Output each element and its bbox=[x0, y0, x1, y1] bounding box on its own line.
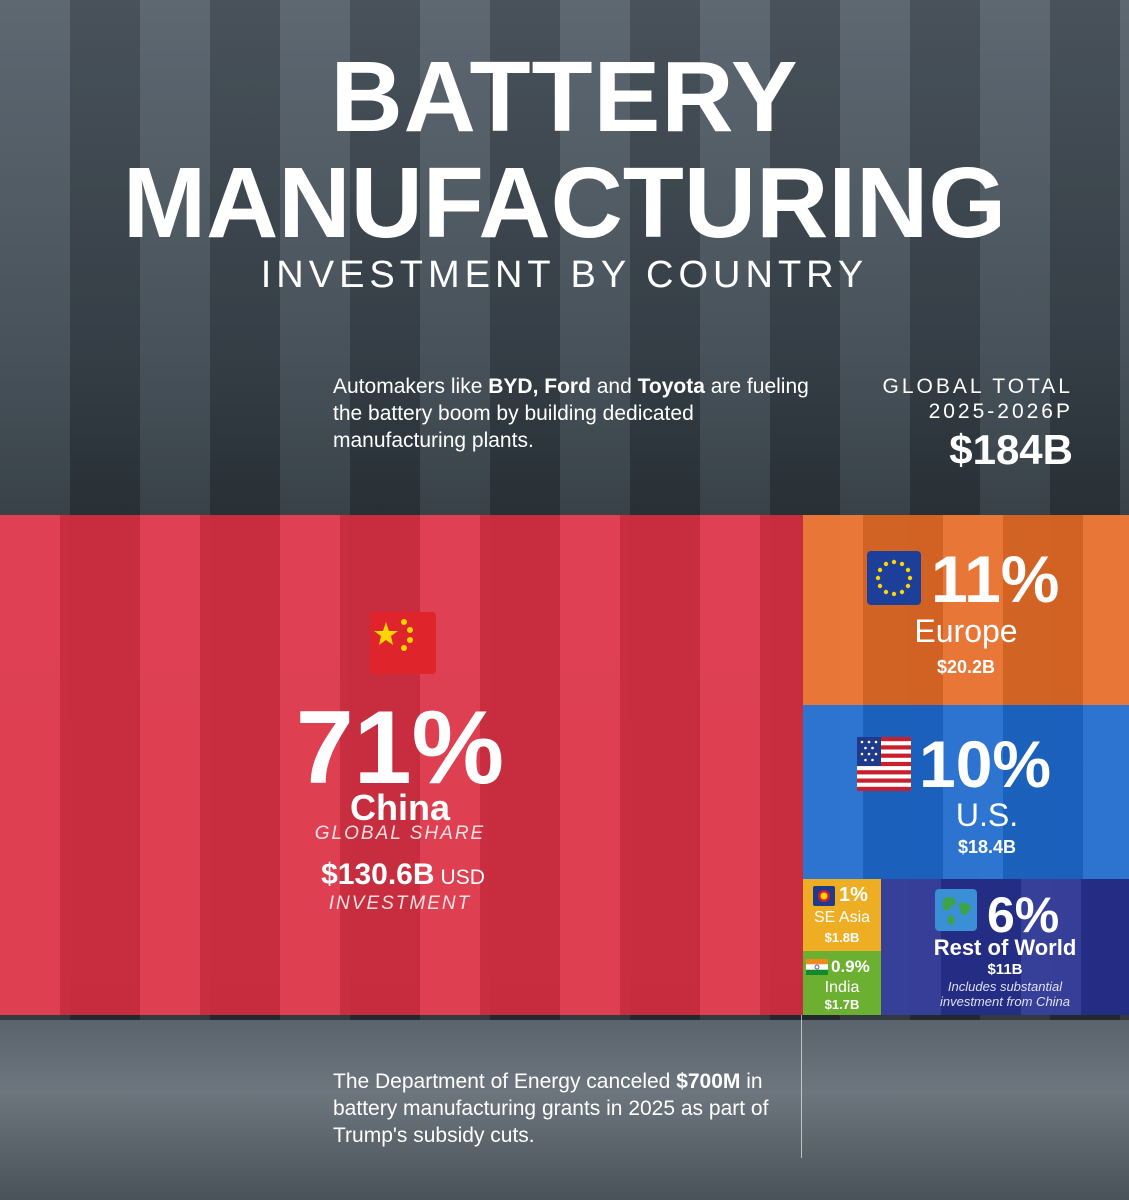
europe-label: Europe bbox=[914, 613, 1018, 649]
intro-post: are fueling the battery boom by building… bbox=[333, 375, 809, 452]
china-label: China bbox=[349, 787, 450, 828]
tile-rest-of-world-texture bbox=[881, 879, 1129, 1015]
europe-share-value: 11% bbox=[931, 542, 1060, 616]
china-share-value: 71% bbox=[295, 690, 505, 806]
tile-rest-of-world: 6% Rest of World $11B Includes substanti… bbox=[881, 879, 1129, 1015]
globe-icon bbox=[935, 889, 977, 931]
tile-se-asia: 1% SE Asia $1.8B bbox=[803, 879, 881, 951]
india-flag-icon bbox=[806, 959, 828, 975]
treemap-chart: 71% China GLOBAL SHARE $130.6B USD INVEST… bbox=[0, 515, 1129, 1015]
us-label: U.S. bbox=[955, 797, 1019, 833]
india-label: India bbox=[824, 979, 860, 996]
rest-of-world-label: Rest of World bbox=[933, 935, 1077, 960]
china-investment-caption: INVESTMENT bbox=[328, 893, 472, 914]
intro-pre: Automakers like bbox=[333, 375, 489, 398]
intro-mid: and bbox=[590, 375, 638, 398]
background-band bbox=[0, 1020, 1129, 1200]
global-total: GLOBAL TOTAL 2025-2026P $184B bbox=[883, 374, 1073, 474]
india-amount: $1.7B bbox=[824, 997, 860, 1012]
title-line-2: MANUFACTURING bbox=[122, 147, 1007, 259]
footnote-text: The Department of Energy canceled $700M … bbox=[333, 1068, 793, 1149]
asean-flag-icon bbox=[813, 886, 835, 906]
tile-europe-texture bbox=[803, 515, 1129, 705]
eu-flag-icon bbox=[867, 551, 921, 605]
footnote-pre: The Department of Energy canceled bbox=[333, 1070, 677, 1093]
subtitle: INVESTMENT BY COUNTRY bbox=[260, 254, 869, 296]
se-asia-amount: $1.8B bbox=[824, 930, 860, 945]
intro-bold-2: Toyota bbox=[637, 375, 705, 398]
tile-china-texture bbox=[0, 515, 803, 1015]
us-amount: $18.4B bbox=[957, 837, 1017, 857]
global-total-label-2: 2025-2026P bbox=[928, 400, 1073, 423]
china-investment: $130.6B USD bbox=[0, 858, 803, 892]
tile-us: 10% U.S. $18.4B bbox=[803, 705, 1129, 879]
us-flag-icon bbox=[857, 737, 911, 791]
us-share-value: 10% bbox=[919, 727, 1052, 801]
title-line-1: BATTERY bbox=[330, 41, 799, 153]
se-asia-label: SE Asia bbox=[813, 909, 871, 926]
china-share-caption: GLOBAL SHARE bbox=[314, 823, 486, 844]
se-asia-share-value: 1% bbox=[839, 884, 868, 906]
rest-of-world-amount: $11B bbox=[987, 961, 1023, 978]
rest-of-world-share-value: 6% bbox=[987, 887, 1060, 943]
india-share-value: 0.9% bbox=[831, 957, 870, 976]
tile-india: 0.9% India $1.7B bbox=[803, 951, 881, 1015]
footnote-post: in battery manufacturing grants in 2025 … bbox=[333, 1070, 769, 1147]
global-total-label-1: GLOBAL TOTAL bbox=[882, 375, 1073, 398]
rest-of-world-note-2: investment from China bbox=[939, 994, 1071, 1009]
intro-bold-1: BYD, Ford bbox=[488, 375, 591, 398]
china-flag-icon bbox=[370, 612, 436, 674]
tile-china: 71% China GLOBAL SHARE $130.6B USD INVEST… bbox=[0, 515, 803, 1015]
china-amount: $130.6B bbox=[321, 858, 435, 891]
connector-line bbox=[801, 1015, 802, 1158]
footnote-bold: $700M bbox=[676, 1070, 741, 1093]
tile-europe: 11% Europe $20.2B bbox=[803, 515, 1129, 705]
china-amount-unit: USD bbox=[440, 866, 485, 889]
intro-text: Automakers like BYD, Ford and Toyota are… bbox=[333, 373, 813, 454]
rest-of-world-note-1: Includes substantial bbox=[947, 979, 1063, 994]
europe-amount: $20.2B bbox=[936, 657, 996, 677]
global-total-value: $184B bbox=[949, 426, 1073, 473]
tile-us-texture bbox=[803, 705, 1129, 879]
